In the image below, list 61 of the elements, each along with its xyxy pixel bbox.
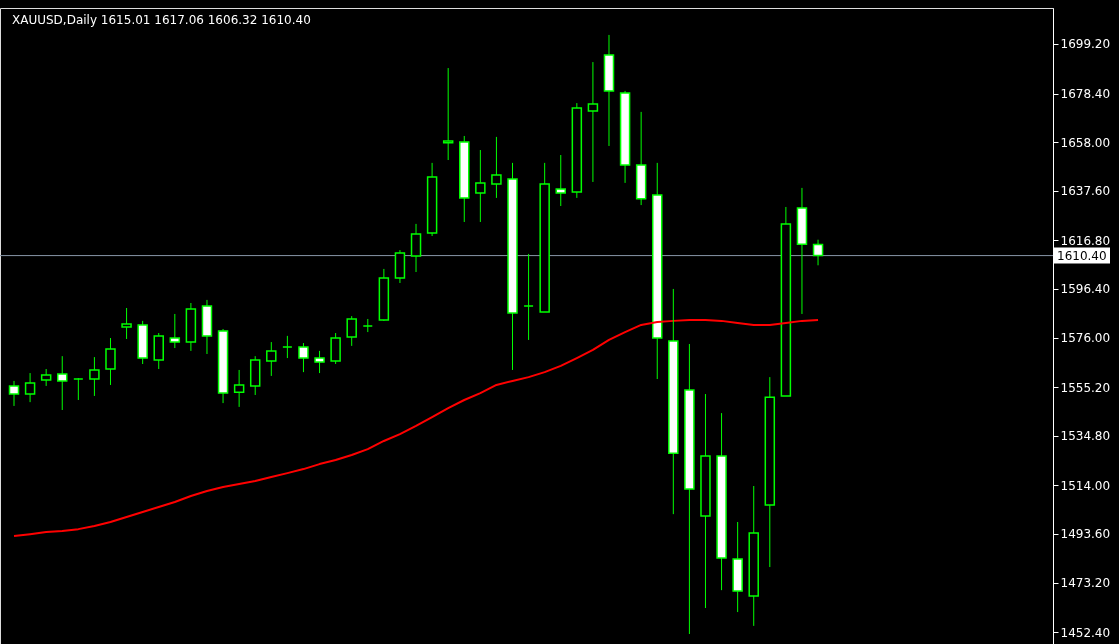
- chart-title: XAUUSD,Daily 1615.01 1617.06 1606.32 1610.40: [12, 13, 311, 27]
- candlestick: [394, 249, 406, 284]
- candlestick: [153, 332, 164, 370]
- candlestick: [459, 135, 470, 223]
- y-tick-label: 1637.60: [1060, 184, 1111, 199]
- y-tick-label: 1514.00: [1060, 478, 1111, 493]
- candlestick: [40, 368, 52, 387]
- candlestick: [491, 136, 502, 199]
- y-tick-label: 1493.60: [1060, 527, 1111, 542]
- candlestick: [796, 187, 808, 315]
- candlestick: [812, 239, 824, 266]
- candlestick: [635, 111, 647, 206]
- candlestick: [700, 393, 711, 609]
- y-tick-label: 1616.80: [1060, 233, 1111, 248]
- candlestick: [137, 320, 148, 365]
- candlestick: [587, 61, 599, 183]
- candlestick: [249, 355, 261, 396]
- line-series: [13, 318, 820, 538]
- candlestick: [298, 342, 309, 373]
- candlestick: [571, 102, 583, 199]
- candlestick: [555, 154, 566, 207]
- candlestick: [668, 288, 679, 515]
- candlestick: [201, 299, 213, 355]
- candlestick: [442, 67, 454, 161]
- y-tick-label: 1555.20: [1060, 380, 1111, 395]
- candlestick: [684, 343, 695, 635]
- candlestick: [748, 485, 759, 627]
- candlestick: [217, 328, 229, 404]
- candlestick: [651, 162, 663, 380]
- candlestick: [330, 332, 341, 365]
- y-tick-label: 1699.20: [1060, 37, 1111, 52]
- candlestick: [603, 34, 615, 147]
- candlestick: [716, 412, 727, 591]
- candlestick: [507, 162, 518, 371]
- y-tick-label: 1576.00: [1060, 331, 1111, 346]
- candlestick: [57, 355, 68, 411]
- candlestick: [346, 315, 357, 347]
- candlestick: [8, 380, 20, 407]
- candlestick: [105, 337, 116, 386]
- candlestick: [378, 268, 390, 321]
- candlestick: [619, 90, 631, 184]
- candlestick: [426, 162, 438, 237]
- candlestick: [185, 302, 197, 352]
- y-tick-label: 1452.40: [1060, 625, 1111, 640]
- candlestick: [764, 376, 776, 568]
- candlestick: [732, 521, 743, 613]
- candlestick: [410, 223, 422, 273]
- y-tick-label: 1534.80: [1060, 429, 1111, 444]
- candlestick: [475, 149, 486, 223]
- candlestick: [314, 350, 325, 374]
- candlestick: [24, 372, 36, 403]
- y-tick-label: 1658.00: [1060, 135, 1111, 150]
- candlestick: [169, 313, 181, 349]
- candlestick: [233, 369, 245, 408]
- ref-line-label: 1610.40: [1057, 248, 1107, 263]
- y-tick-label: 1678.40: [1060, 87, 1111, 102]
- candlestick: [266, 341, 277, 377]
- candlestick: [89, 356, 100, 397]
- y-tick-label: 1596.40: [1060, 282, 1111, 297]
- candlestick: [121, 307, 132, 340]
- y-tick-label: 1473.20: [1060, 576, 1111, 591]
